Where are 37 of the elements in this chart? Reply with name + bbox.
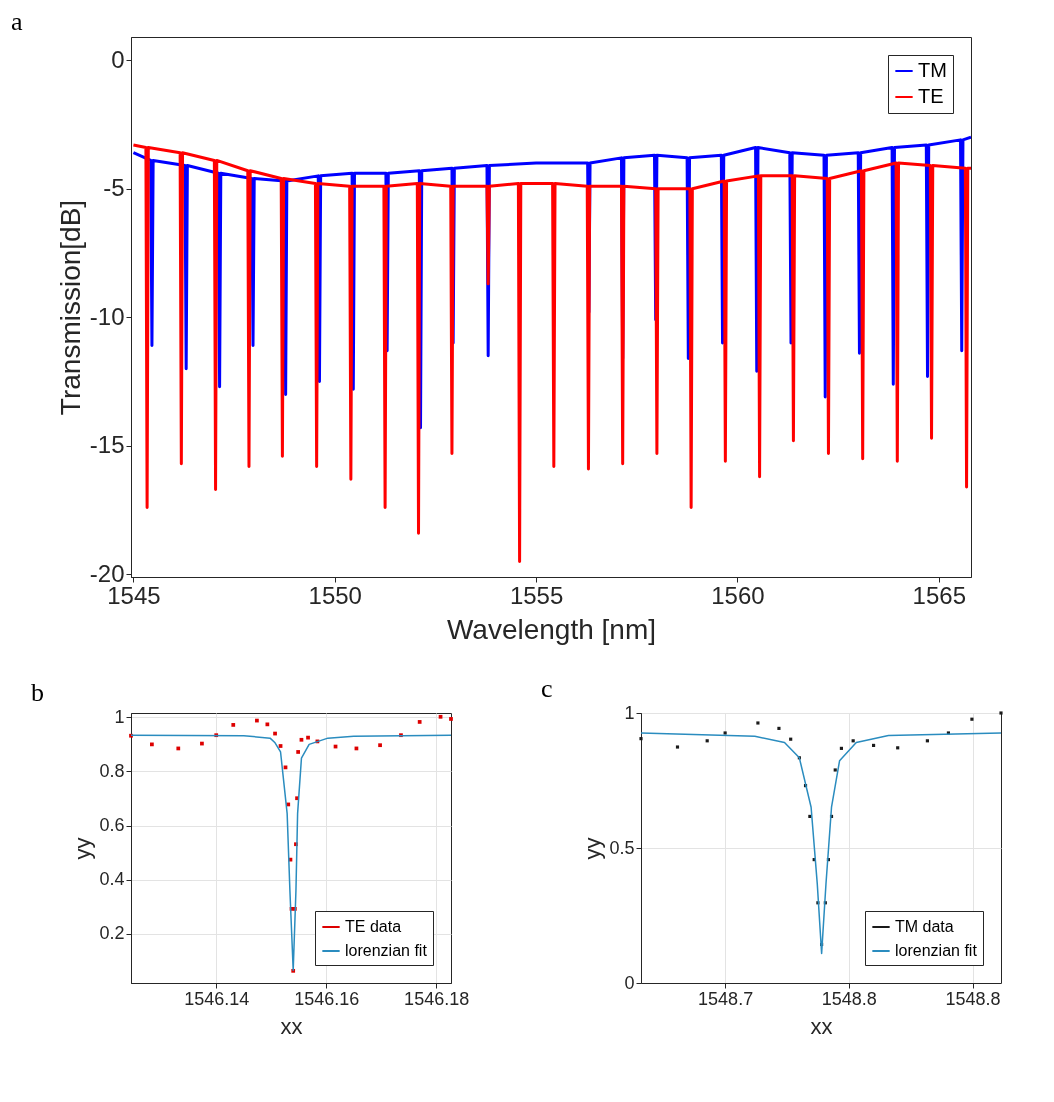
x-tick-label: 1546.14 bbox=[184, 988, 250, 1009]
x-tick-label: 1546.16 bbox=[294, 988, 360, 1009]
y-axis-title: Transmission[dB] bbox=[54, 199, 86, 416]
x-tick-label: 1565 bbox=[912, 581, 966, 609]
chart-title: a bbox=[11, 7, 23, 36]
x-tick-label: 1546.18 bbox=[404, 988, 470, 1009]
y-tick-label: 0.4 bbox=[99, 869, 125, 890]
y-tick-label: 1 bbox=[114, 706, 125, 727]
x-tick-label: 1548.8 bbox=[945, 988, 1001, 1009]
y-tick-label: 0.5 bbox=[609, 837, 635, 858]
y-tick-label: -5 bbox=[103, 174, 125, 202]
x-tick-label: 1560 bbox=[711, 581, 765, 609]
x-axis-title: xx bbox=[810, 1013, 833, 1039]
x-tick-label: 1550 bbox=[308, 581, 362, 609]
y-tick-label: 1 bbox=[624, 702, 635, 723]
legend-label: TE data bbox=[345, 918, 402, 935]
x-tick-label: 1548.8 bbox=[821, 988, 877, 1009]
y-tick-label: -10 bbox=[89, 302, 125, 330]
legend-label: TM data bbox=[895, 918, 954, 935]
legend-label: TE bbox=[918, 85, 944, 107]
x-tick-label: 1555 bbox=[509, 581, 564, 609]
x-axis-title: Wavelength [nm] bbox=[446, 613, 657, 645]
y-tick-label: -15 bbox=[89, 431, 125, 459]
x-axis-title: xx bbox=[280, 1013, 303, 1039]
y-axis-title: yy bbox=[580, 837, 606, 860]
y-tick-label: 0.2 bbox=[99, 923, 125, 944]
legend-label: lorenzian fit bbox=[895, 942, 978, 959]
legend-label: TM bbox=[918, 59, 947, 81]
x-tick-label: 1548.7 bbox=[698, 988, 754, 1009]
y-tick-label: 0.8 bbox=[99, 760, 125, 781]
y-tick-label: 0 bbox=[624, 972, 635, 993]
y-axis-title: yy bbox=[70, 837, 96, 860]
chart-title: c bbox=[541, 674, 553, 703]
chart-title: b bbox=[31, 678, 44, 708]
y-tick-label: 0.6 bbox=[99, 815, 125, 836]
y-tick-label: 0 bbox=[111, 45, 125, 73]
legend-label: lorenzian fit bbox=[345, 942, 428, 959]
